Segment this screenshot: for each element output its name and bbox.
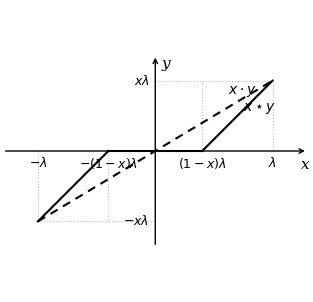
Text: $-\lambda$: $-\lambda$	[29, 156, 47, 170]
Text: $x\lambda$: $x\lambda$	[134, 74, 149, 88]
Text: $(1-x)\lambda$: $(1-x)\lambda$	[178, 156, 227, 171]
Text: $x \cdot y$: $x \cdot y$	[228, 84, 257, 99]
Text: y: y	[161, 57, 170, 71]
Text: x: x	[301, 158, 310, 172]
Text: $x \star y$: $x \star y$	[243, 101, 276, 116]
Text: $-x\lambda$: $-x\lambda$	[123, 214, 149, 228]
Text: $-(1-x)\lambda$: $-(1-x)\lambda$	[79, 156, 138, 171]
Text: $\lambda$: $\lambda$	[268, 156, 277, 170]
